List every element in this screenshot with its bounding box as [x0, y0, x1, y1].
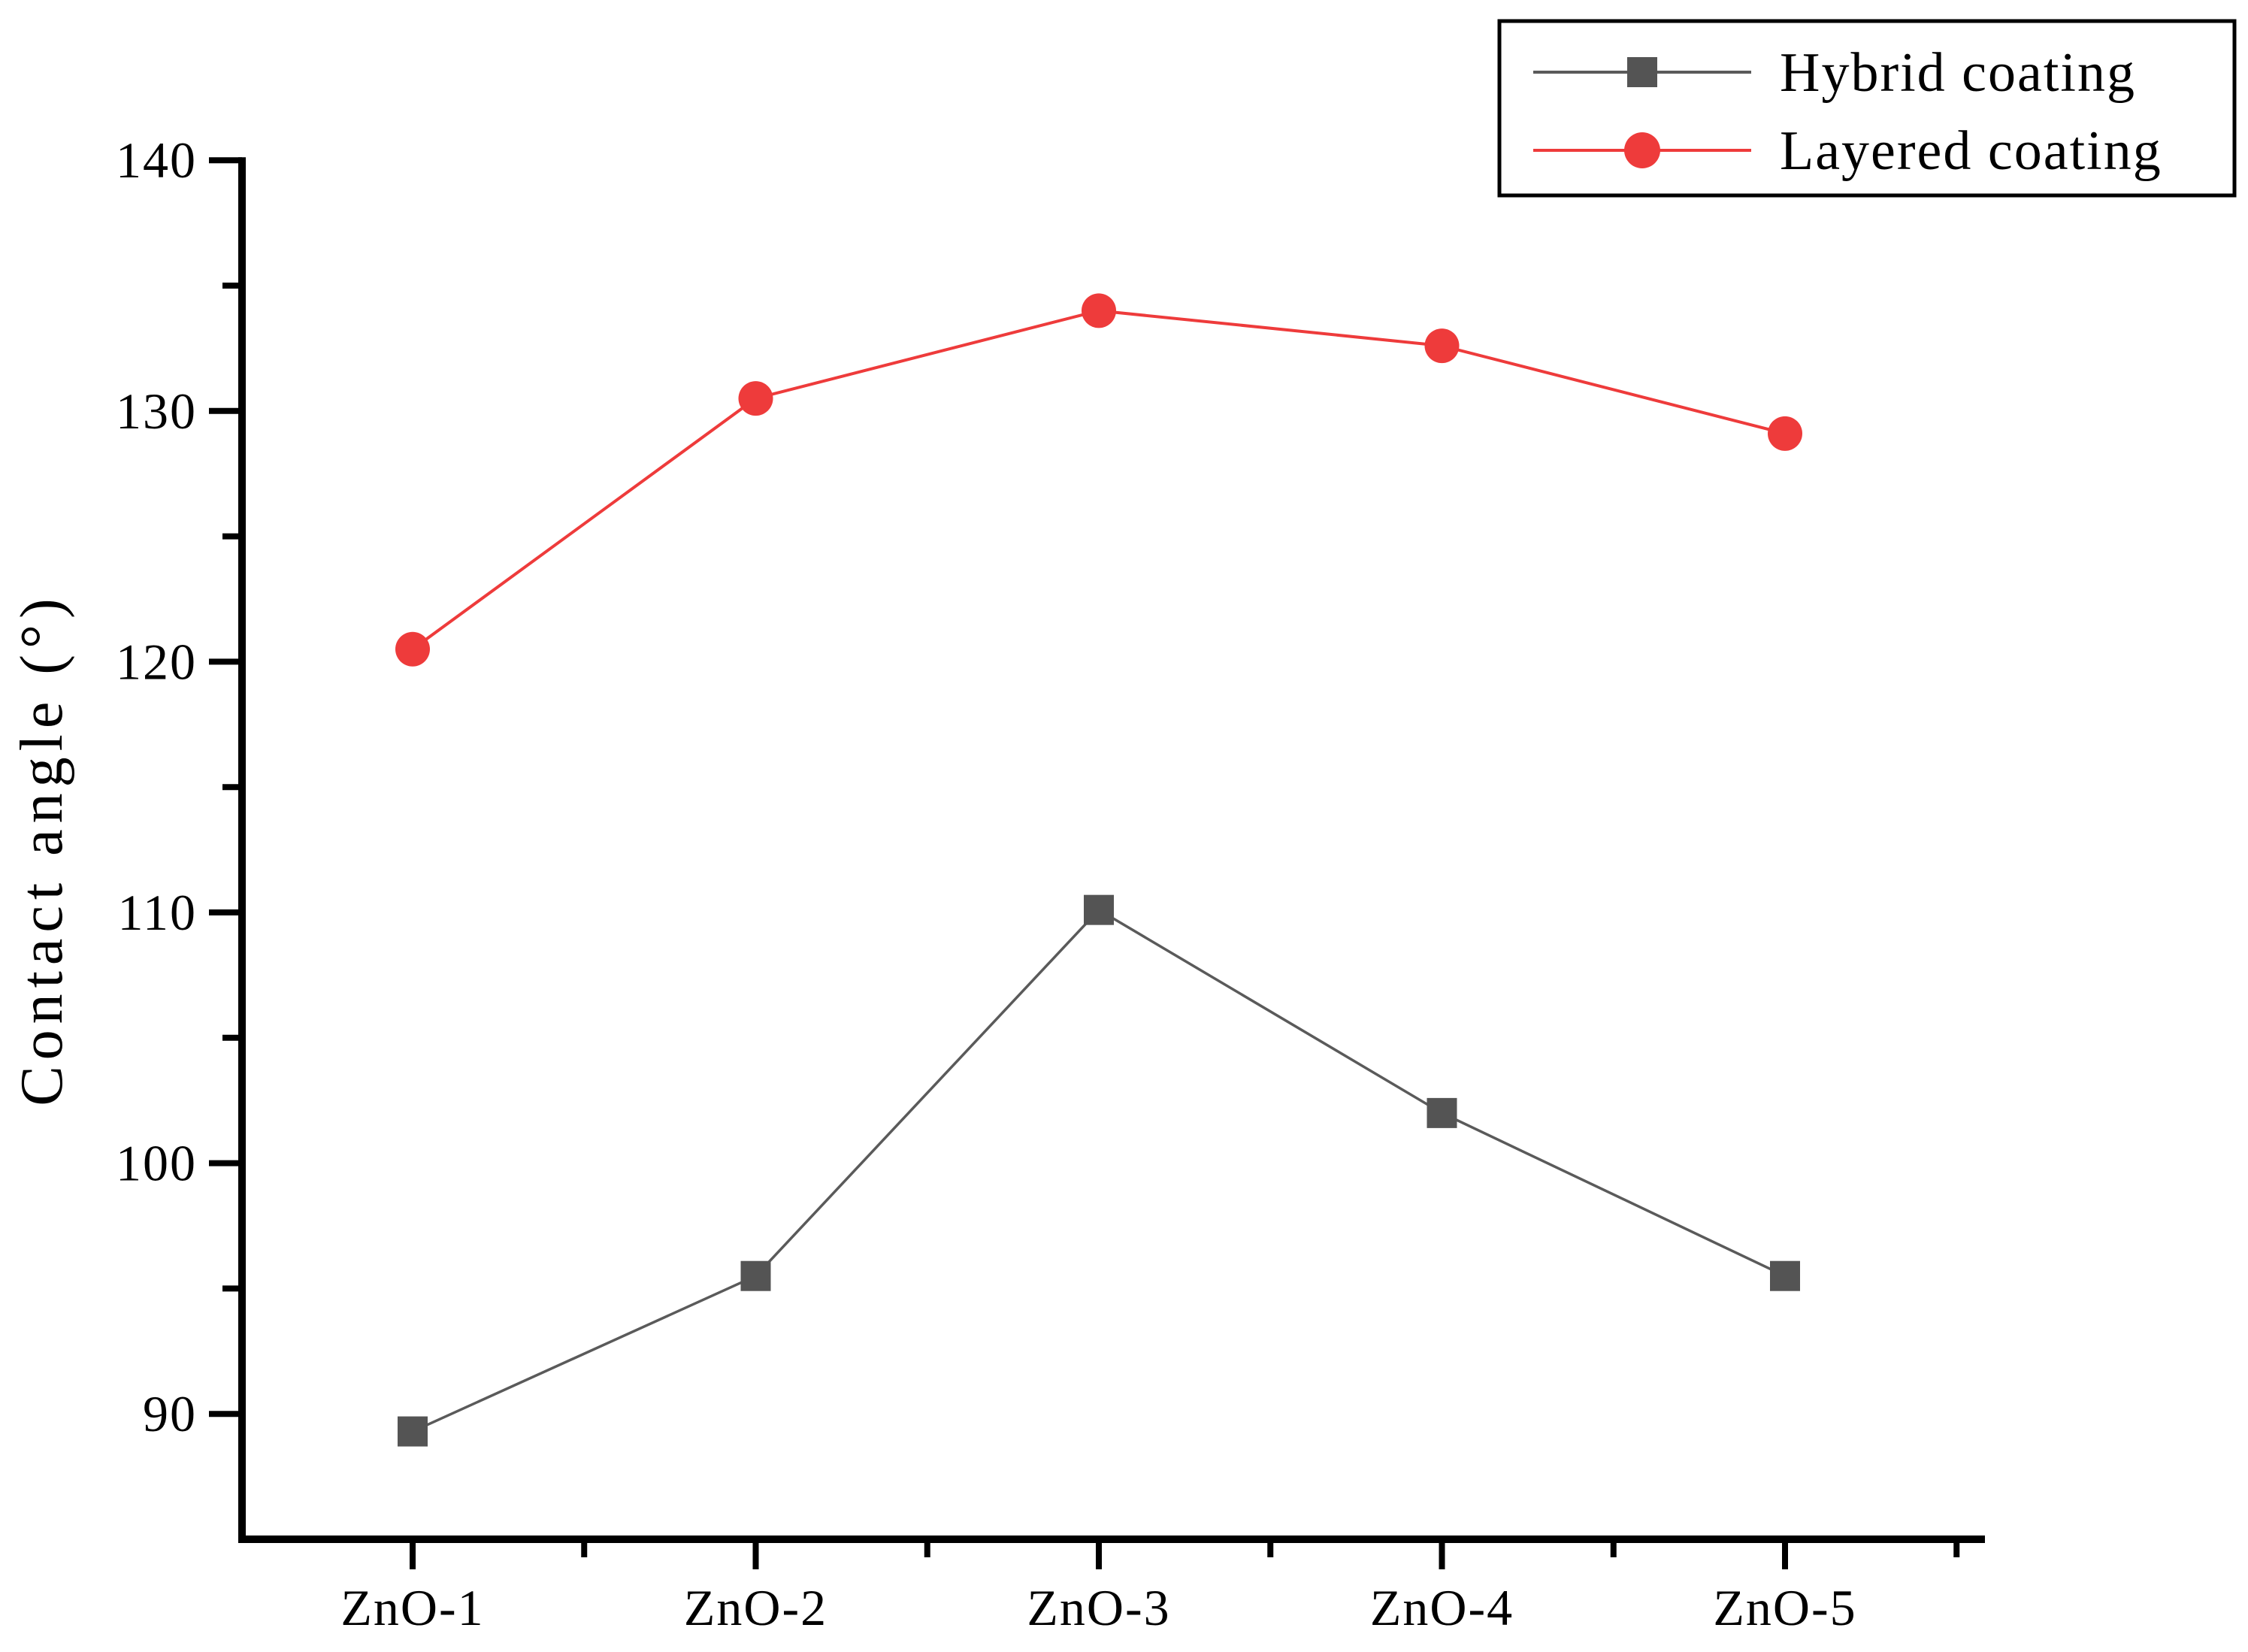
- y-tick-label: 120: [116, 633, 197, 690]
- series-line-0: [412, 908, 1786, 1433]
- x-tick-label: ZnO-4: [1370, 1579, 1514, 1636]
- data-point-marker-square: [1770, 1260, 1800, 1291]
- data-point-marker-circle: [1768, 416, 1802, 451]
- data-point-marker-square: [1084, 894, 1114, 925]
- x-tick-label: ZnO-1: [340, 1579, 484, 1636]
- y-tick-label: 110: [118, 884, 197, 941]
- legend-label-layered: Layered coating: [1780, 120, 2162, 182]
- y-axis-title: Contact angle (°): [9, 592, 75, 1106]
- series-line-1: [411, 309, 1786, 651]
- legend-circle-marker-icon: [1624, 132, 1660, 168]
- data-point-marker-square: [398, 1416, 428, 1447]
- legend-box: [1497, 19, 2237, 198]
- data-point-marker-circle: [1424, 328, 1460, 364]
- legend-entry-hybrid: Hybrid coating: [1533, 42, 2136, 104]
- legend-square-marker-icon: [1627, 57, 1657, 87]
- plot-area: 90 100 110 120 130 140 ZnO-1 ZnO-2 ZnO-3 ZnO-4 ZnO…: [116, 132, 1985, 1636]
- y-tick-label: 90: [143, 1385, 197, 1442]
- legend: Hybrid coating Layered coating: [1497, 19, 2237, 198]
- data-point-marker-circle: [738, 381, 773, 416]
- legend-entry-layered: Layered coating: [1533, 120, 2162, 182]
- y-tick-label: 140: [116, 132, 197, 189]
- x-tick-label: ZnO-3: [1027, 1579, 1170, 1636]
- x-tick-label: ZnO-5: [1713, 1579, 1856, 1636]
- y-tick-label: 100: [116, 1135, 197, 1192]
- x-tick-label: ZnO-2: [684, 1579, 827, 1636]
- data-point-marker-circle: [395, 631, 430, 667]
- legend-label-hybrid: Hybrid coating: [1780, 42, 2136, 104]
- y-tick-label: 130: [116, 383, 197, 440]
- data-point-marker-square: [740, 1260, 771, 1291]
- data-point-marker-circle: [1082, 293, 1116, 328]
- data-point-marker-square: [1427, 1097, 1457, 1128]
